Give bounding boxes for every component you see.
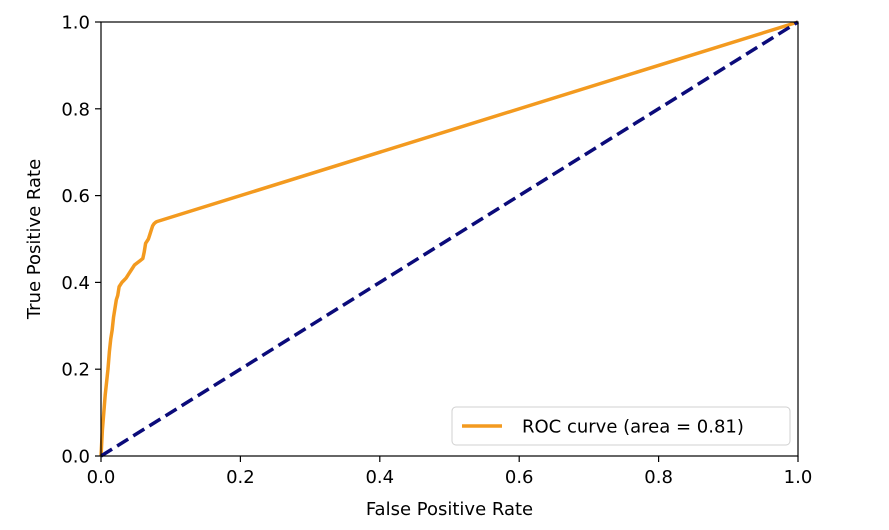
y-tick-label: 1.0 <box>61 13 90 34</box>
x-tick-label: 0.0 <box>87 467 116 488</box>
x-axis-ticks: 0.0 0.2 0.4 0.6 0.8 1.0 <box>87 456 813 488</box>
x-tick-label: 0.4 <box>365 467 394 488</box>
x-tick-label: 0.8 <box>644 467 673 488</box>
y-tick-label: 0.8 <box>61 99 90 120</box>
y-tick-label: 0.4 <box>61 273 90 294</box>
y-axis-label: True Positive Rate <box>24 159 45 320</box>
x-tick-label: 1.0 <box>784 467 813 488</box>
roc-curve-line <box>99 20 799 457</box>
y-tick-label: 0.2 <box>61 360 90 381</box>
plot-area <box>99 20 799 458</box>
legend-label-roc: ROC curve (area = 0.81) <box>522 417 744 438</box>
x-tick-label: 0.6 <box>505 467 534 488</box>
y-axis-ticks: 0.0 0.2 0.4 0.6 0.8 1.0 <box>61 13 101 468</box>
x-tick-label: 0.2 <box>226 467 255 488</box>
y-tick-label: 0.6 <box>61 186 90 207</box>
plot-frame <box>100 21 799 457</box>
y-tick-label: 0.0 <box>61 447 90 468</box>
x-axis-label: False Positive Rate <box>366 499 533 520</box>
chance-diagonal-line <box>100 20 799 458</box>
legend: ROC curve (area = 0.81) <box>451 406 791 446</box>
legend-box <box>451 406 791 446</box>
